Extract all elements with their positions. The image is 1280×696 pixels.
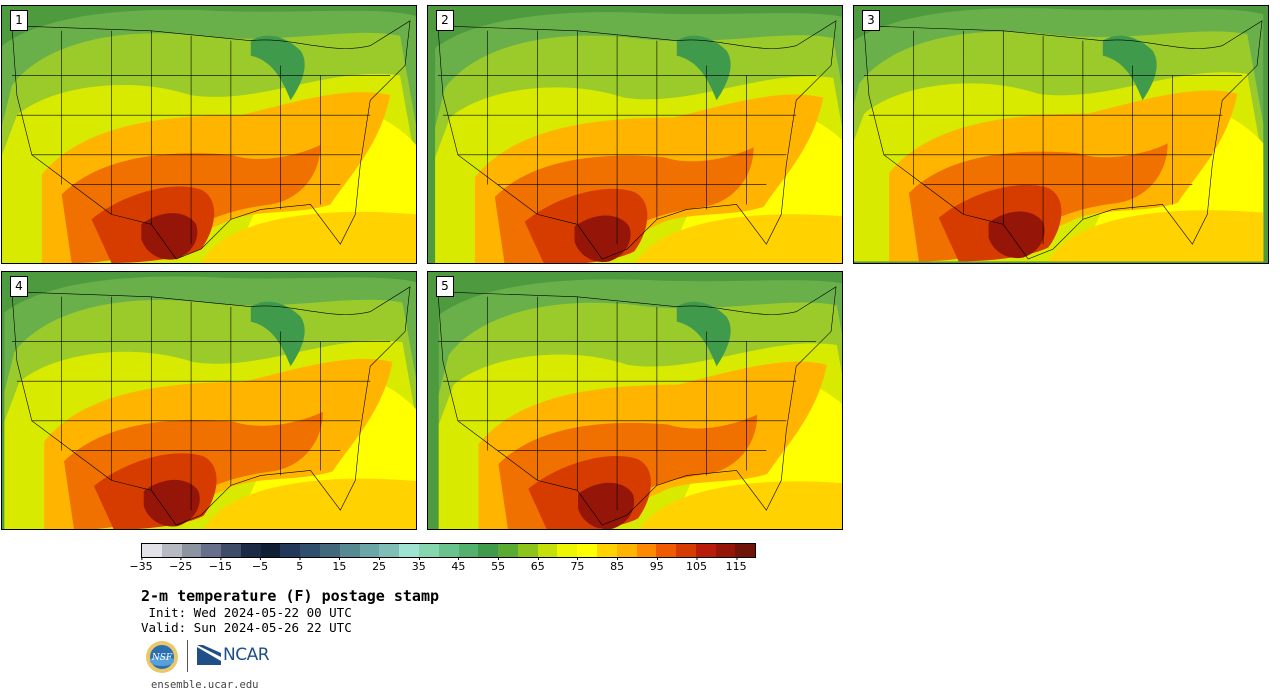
- state-boundaries: [11, 286, 411, 526]
- temperature-contour: [143, 479, 200, 527]
- state-boundaries: [437, 286, 837, 526]
- chart-title: 2-m temperature (F) postage stamp: [141, 587, 440, 605]
- state-boundaries: [863, 20, 1263, 260]
- colorbar-bin: [676, 544, 696, 557]
- colorbar-tick-label: 5: [296, 557, 304, 573]
- colorbar-bin: [161, 544, 182, 557]
- map-panel-3[interactable]: 3: [853, 5, 1269, 264]
- valid-time: Valid: Sun 2024-05-26 22 UTC: [141, 620, 352, 635]
- colorbar-tick-label: −35: [129, 557, 153, 573]
- temperature-contour: [1048, 210, 1264, 262]
- colorbar-bin: [418, 544, 439, 557]
- colorbar-tick-label: 115: [725, 557, 747, 573]
- colorbar-bin: [656, 544, 677, 557]
- colorbar-bin: [517, 544, 538, 557]
- great-lakes: [250, 35, 305, 101]
- panel-number: 5: [436, 276, 454, 297]
- temperature-contour: [574, 215, 631, 263]
- nsf-logo[interactable]: NSF: [145, 640, 179, 674]
- colorbar-bin: [320, 544, 340, 557]
- colorbar-bin: [715, 544, 736, 557]
- colorbar-tick-label: 75: [570, 557, 585, 573]
- nsf-logo-text: NSF: [151, 653, 173, 663]
- colorbar-tick-label: 15: [332, 557, 347, 573]
- ncar-emblem-icon: [197, 645, 221, 665]
- colorbar-tick-label: −15: [208, 557, 232, 573]
- temperature-map: [2, 6, 416, 263]
- colorbar-bin: [735, 544, 756, 557]
- colorbar-tick-label: 45: [451, 557, 466, 573]
- temperature-contour: [988, 211, 1045, 259]
- colorbar-tick-label: −25: [169, 557, 193, 573]
- great-lakes: [1102, 35, 1157, 101]
- colorbar-bin: [596, 544, 617, 557]
- colorbar-bin: [280, 544, 301, 557]
- map-panel-5[interactable]: 5: [427, 271, 843, 530]
- colorbar-tick-label: 35: [411, 557, 426, 573]
- colorbar-bin: [478, 544, 499, 557]
- colorbar-bin: [695, 544, 716, 557]
- colorbar-bin: [181, 544, 202, 557]
- map-panel-2[interactable]: 2: [427, 5, 843, 264]
- great-lakes: [676, 35, 731, 101]
- panel-number: 4: [10, 276, 28, 297]
- init-time: Init: Wed 2024-05-22 00 UTC: [141, 605, 352, 620]
- colorbar-bin: [201, 544, 222, 557]
- ncar-logo-text: NCAR: [223, 645, 270, 665]
- state-boundaries: [11, 20, 411, 260]
- great-lakes: [676, 301, 731, 367]
- ncar-logo[interactable]: NCAR: [197, 644, 270, 666]
- colorbar-tick-label: 65: [530, 557, 545, 573]
- colorbar-bin: [379, 544, 400, 557]
- colorbar-tick-label: 105: [685, 557, 707, 573]
- colorbar-bin: [636, 544, 657, 557]
- temperature-contour: [203, 478, 416, 529]
- temperature-map: [4, 272, 416, 529]
- panel-number: 1: [10, 10, 28, 31]
- temperature-contour: [640, 481, 842, 529]
- panel-number: 3: [862, 10, 880, 31]
- colorbar-bin: [577, 544, 597, 557]
- state-boundaries: [437, 20, 837, 260]
- colorbar-bin: [458, 544, 479, 557]
- site-url[interactable]: ensemble.ucar.edu: [151, 679, 259, 691]
- map-panel-4[interactable]: 4: [1, 271, 417, 530]
- colorbar-bin: [339, 544, 360, 557]
- temperature-map: [437, 275, 842, 529]
- colorbar-bin: [240, 544, 261, 557]
- colorbar-bin: [260, 544, 281, 557]
- colorbar-tick-label: 85: [610, 557, 625, 573]
- colorbar-ticks: −35 −25 −15 −5 5 15 25 35 45 55 65 75 85 95 105 115: [129, 557, 756, 580]
- colorbar-tick-label: 95: [649, 557, 664, 573]
- colorbar-bin: [300, 544, 321, 557]
- logo-divider: [187, 640, 188, 672]
- colorbar-bin: [557, 544, 578, 557]
- colorbar-tick-label: 55: [491, 557, 506, 573]
- temperature-contour: [635, 214, 842, 263]
- temperature-contour: [141, 213, 198, 260]
- colorbar-bin: [142, 544, 162, 557]
- panel-number: 2: [436, 10, 454, 31]
- temperature-contour: [578, 482, 634, 529]
- temperature-map: [854, 6, 1264, 262]
- temperature-colorbar: [141, 543, 756, 558]
- temperature-contour: [201, 211, 416, 263]
- colorbar-bin: [221, 544, 241, 557]
- colorbar-tick-label: 25: [372, 557, 387, 573]
- colorbar-bin: [438, 544, 459, 557]
- colorbar-tick-label: −5: [251, 557, 269, 573]
- great-lakes: [250, 301, 305, 367]
- map-panel-1[interactable]: 1: [1, 5, 417, 264]
- colorbar-bin: [399, 544, 419, 557]
- temperature-map: [435, 8, 842, 263]
- colorbar-bin: [359, 544, 380, 557]
- colorbar-bin: [616, 544, 637, 557]
- colorbar-bin: [537, 544, 558, 557]
- colorbar-bin: [498, 544, 518, 557]
